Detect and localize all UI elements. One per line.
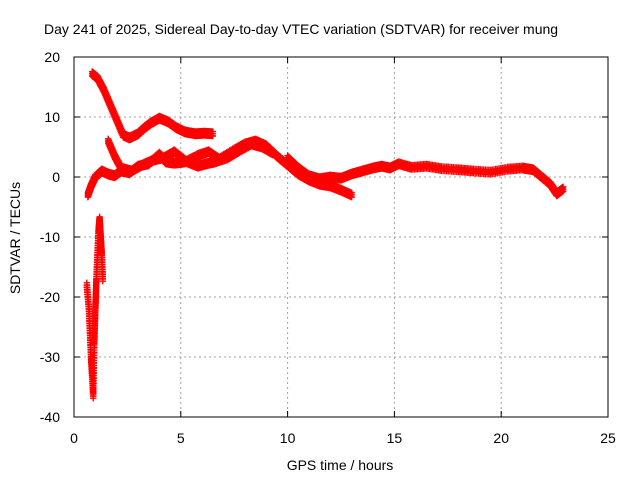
series-satellite-track-3 xyxy=(104,135,276,177)
y-tick-label: -20 xyxy=(40,289,60,305)
chart-title: Day 241 of 2025, Sidereal Day-to-day VTE… xyxy=(44,21,558,37)
axis-ticks xyxy=(73,56,609,418)
data-point xyxy=(99,278,107,285)
x-tick-label: 10 xyxy=(280,430,296,446)
y-tick-label: -10 xyxy=(40,229,60,245)
y-tick-label: 20 xyxy=(44,49,60,65)
x-axis-label: GPS time / hours xyxy=(287,457,394,473)
series-satellite-track-2 xyxy=(88,68,217,144)
x-tick-label: 20 xyxy=(493,430,509,446)
y-tick-label: 0 xyxy=(52,169,60,185)
data-point xyxy=(559,188,567,195)
x-tick-label: 25 xyxy=(600,430,616,446)
x-tick-label: 15 xyxy=(387,430,403,446)
series-satellite-track-4 xyxy=(284,152,567,200)
data-point xyxy=(348,194,355,201)
y-tick-label: 10 xyxy=(44,109,60,125)
y-axis-label: SDTVAR / TECUs xyxy=(7,182,23,294)
data-points xyxy=(83,68,567,402)
x-tick-label: 0 xyxy=(70,430,78,446)
data-point xyxy=(209,132,217,140)
x-tick-label: 5 xyxy=(177,430,185,446)
series-satellite-track-5 xyxy=(83,213,107,402)
y-tick-label: -30 xyxy=(40,349,60,365)
y-tick-label: -40 xyxy=(40,409,60,425)
x-axis-tick-labels: 0 5 10 15 20 25 xyxy=(70,430,616,446)
data-point xyxy=(269,152,276,159)
y-axis-tick-labels: -40 -30 -20 -10 0 10 20 xyxy=(40,49,60,425)
